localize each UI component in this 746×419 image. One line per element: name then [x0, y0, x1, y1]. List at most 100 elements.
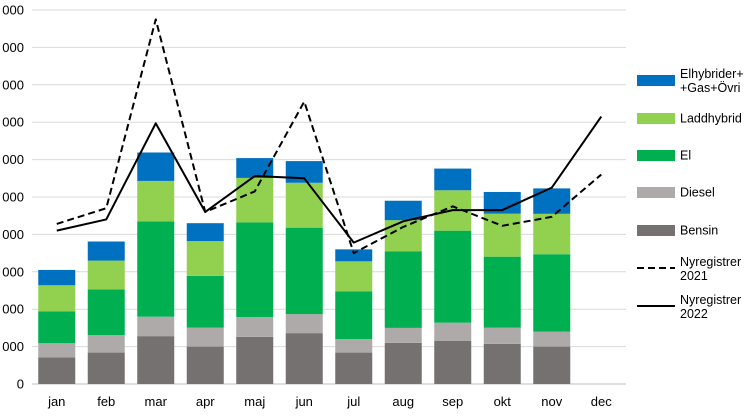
x-tick-label: feb: [97, 394, 115, 409]
y-tick-label: 000: [2, 77, 24, 92]
legend-swatch: [637, 187, 675, 198]
y-tick-label: 000: [2, 227, 24, 242]
legend-label: El: [680, 149, 691, 163]
bar-segment: [186, 275, 224, 328]
line-series-dashed: [56, 18, 602, 255]
bar-segment: [384, 220, 422, 252]
bar-segment: [38, 357, 76, 384]
bar-segment: [87, 241, 125, 261]
x-tick-label: apr: [196, 394, 215, 409]
bar-segment: [483, 191, 521, 214]
y-tick-label: 000: [2, 40, 24, 55]
bar-segment: [533, 346, 571, 384]
x-tick-label: jun: [295, 394, 313, 409]
bar-segment: [87, 260, 125, 290]
bar-segment: [137, 180, 175, 222]
bar-segment: [533, 254, 571, 332]
legend-label-line: 2022: [680, 307, 708, 321]
bar-segment: [285, 314, 323, 334]
bar-segment: [137, 336, 175, 384]
bar-segment: [434, 168, 472, 191]
legend-label: Diesel: [680, 186, 715, 200]
bar-segment: [87, 335, 125, 353]
y-tick-label: 000: [2, 3, 24, 18]
bar-segment: [285, 182, 323, 228]
bar-segment: [87, 352, 125, 384]
legend-label: Bensin: [680, 224, 718, 238]
legend-label-line: Diesel: [680, 186, 715, 200]
bar-segment: [38, 311, 76, 344]
bar-segment: [335, 249, 373, 262]
bar-segment: [335, 261, 373, 292]
legend-label-line: Laddhybrid: [680, 112, 742, 126]
bar-segment: [236, 317, 274, 337]
x-axis-tick-labels: jan feb mar apr maj jun jul aug sep okt nov dec: [47, 394, 612, 409]
bar-segment: [483, 343, 521, 384]
bar-segment: [236, 158, 274, 178]
line-series-solid: [56, 116, 603, 244]
bar-segment: [335, 339, 373, 353]
legend-swatch: [637, 225, 675, 236]
bar-segment: [38, 285, 76, 312]
trend-lines: [56, 18, 603, 255]
y-tick-label: 000: [2, 190, 24, 205]
legend-label-line: 2021: [680, 269, 708, 283]
bar-segment: [483, 213, 521, 257]
legend-label: Elhybrider+ +Gas+Övri: [680, 67, 744, 95]
x-tick-label: jul: [346, 394, 360, 409]
bar-segment: [335, 291, 373, 340]
bar-segment: [236, 336, 274, 384]
gridlines: [32, 9, 626, 385]
bar-segment: [434, 340, 472, 384]
bar-segment: [434, 230, 472, 323]
y-tick-label: 000: [2, 152, 24, 167]
legend-label-line: Nyregistrer: [680, 293, 741, 307]
y-tick-label: 000: [2, 339, 24, 354]
bar-segment: [384, 200, 422, 221]
x-tick-label: aug: [392, 394, 414, 409]
legend-swatch: [637, 75, 675, 86]
bar-segment: [186, 223, 224, 242]
x-tick-label: sep: [442, 394, 463, 409]
bar-segment: [533, 188, 571, 214]
x-tick-label: jan: [47, 394, 65, 409]
legend-label-line: El: [680, 149, 691, 163]
x-tick-label: nov: [541, 394, 562, 409]
bar-segment: [483, 256, 521, 328]
bar-segment: [236, 222, 274, 318]
bar-segment: [533, 331, 571, 347]
bars: [38, 152, 571, 384]
bar-segment: [137, 221, 175, 317]
bar-segment: [285, 333, 323, 384]
y-tick-label: 0: [17, 377, 24, 392]
bar-segment: [87, 289, 125, 336]
x-tick-label: dec: [591, 394, 612, 409]
y-tick-label: 000: [2, 264, 24, 279]
legend-label: Nyregistrer 2021: [680, 255, 741, 283]
bar-segment: [38, 269, 76, 286]
x-tick-label: okt: [494, 394, 512, 409]
bar-segment: [186, 346, 224, 384]
bar-segment: [335, 352, 373, 384]
bar-segment: [186, 327, 224, 347]
legend-label-line: Bensin: [680, 224, 718, 238]
y-tick-label: 000: [2, 302, 24, 317]
bar-segment: [186, 241, 224, 276]
bar-segment: [285, 227, 323, 315]
bar-segment: [38, 343, 76, 358]
legend: Elhybrider+ +Gas+Övri Laddhybrid El Diesel Be…: [637, 67, 744, 321]
bar-segment: [483, 327, 521, 344]
legend-label: Nyregistrer 2022: [680, 293, 741, 321]
x-tick-label: maj: [244, 394, 265, 409]
bar-segment: [384, 251, 422, 328]
bar-segment: [384, 342, 422, 384]
bar-segment: [533, 213, 571, 255]
bar-segment: [384, 327, 422, 343]
bar-segment: [137, 152, 175, 181]
y-tick-label: 000: [2, 115, 24, 130]
bar-segment: [137, 316, 175, 337]
legend-label-line: +Gas+Övri: [680, 81, 740, 95]
bar-segment: [434, 322, 472, 341]
